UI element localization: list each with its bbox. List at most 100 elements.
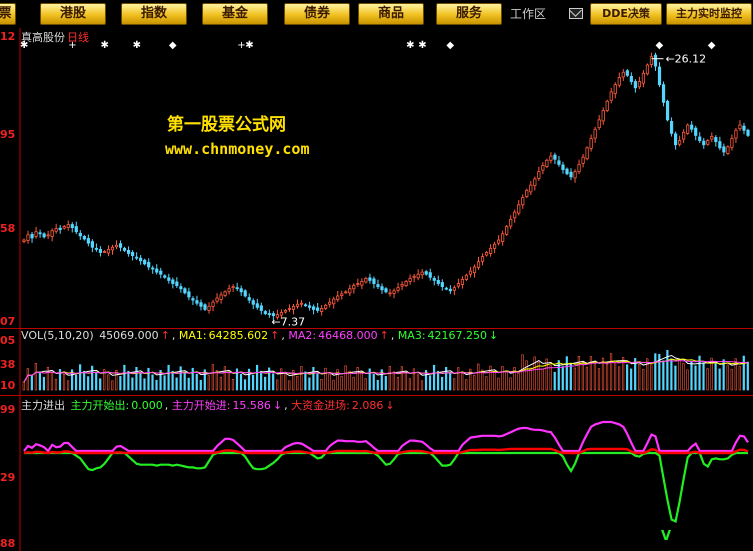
candle-body xyxy=(251,300,255,305)
candle-body xyxy=(589,138,593,149)
volume-bar xyxy=(734,358,737,391)
volume-bar xyxy=(280,368,283,391)
volume-bar xyxy=(272,373,275,391)
candle-body xyxy=(279,312,284,316)
volume-bar xyxy=(187,377,190,391)
watermark-url[interactable]: www.chnmoney.com xyxy=(165,140,310,158)
candle-body xyxy=(243,290,247,297)
candle-body xyxy=(408,277,412,282)
candle-body xyxy=(207,305,211,311)
candle-body xyxy=(159,270,163,275)
candle-body xyxy=(517,204,521,214)
candle-body xyxy=(219,294,223,300)
candle-body xyxy=(303,304,308,307)
candle-body xyxy=(392,290,396,294)
main-force-chart[interactable]: V xyxy=(0,395,753,551)
candle-body xyxy=(171,279,175,284)
candle-body xyxy=(320,307,324,312)
candle-body xyxy=(263,311,267,314)
volume-bar xyxy=(469,368,472,391)
candle-body xyxy=(621,71,625,78)
candle-body xyxy=(561,164,565,171)
candle-body xyxy=(143,259,147,265)
candle-body xyxy=(135,256,139,259)
toolbar-button-index[interactable]: 指数 xyxy=(121,3,187,25)
volume-bar xyxy=(384,375,387,391)
volume-chart[interactable] xyxy=(0,328,753,395)
candle-body xyxy=(710,136,714,140)
volume-bar xyxy=(517,372,520,391)
indicator-name: 主力进出 xyxy=(21,399,65,412)
volume-bar xyxy=(320,378,323,391)
candle-body xyxy=(585,147,589,160)
candle-body xyxy=(62,226,66,229)
volume-bar xyxy=(666,349,669,391)
candle-body xyxy=(70,224,74,229)
volume-bar xyxy=(127,370,130,391)
volume-pane: VOL(5,10,20) 45069.000 ↑, MA1: 64285.602 ↑,… xyxy=(0,328,753,395)
toolbar-button-hk-stocks[interactable]: 港股 xyxy=(40,3,106,25)
volume-bar xyxy=(79,364,82,391)
volume-bar xyxy=(650,364,653,391)
volume-bar xyxy=(513,366,516,391)
toolbar-button-commodities[interactable]: 商品 xyxy=(358,3,424,25)
candle-body xyxy=(291,305,296,310)
ma1-label: MA1: xyxy=(178,329,207,342)
volume-bar xyxy=(83,370,86,391)
volume-bar xyxy=(260,370,263,391)
signal-marker: + xyxy=(68,40,76,51)
volume-bar xyxy=(573,367,576,391)
volume-ma3-line xyxy=(23,360,749,383)
volume-bar xyxy=(432,364,436,391)
volume-bar xyxy=(505,371,508,391)
volume-bar xyxy=(674,365,677,391)
candlestick-chart[interactable]: ✱ + ✱ ✱ ◆ + ✱ ✱ ✱ ◆ ◆ ◆←26.12←7.37 xyxy=(0,28,753,329)
candle-body xyxy=(694,127,698,136)
volume-bar xyxy=(622,357,625,391)
volume-bar xyxy=(364,378,367,391)
volume-bar xyxy=(449,372,452,391)
volume-bar xyxy=(211,364,214,391)
volume-bar xyxy=(227,372,231,391)
candle-body xyxy=(505,226,509,235)
volume-header: VOL(5,10,20) 45069.000 ↑, MA1: 64285.602 ↑,… xyxy=(21,329,499,342)
candle-body xyxy=(199,302,203,307)
volume-bar xyxy=(135,366,138,391)
volume-bar xyxy=(159,369,162,391)
candle-body xyxy=(50,230,54,237)
candle-body xyxy=(714,137,718,143)
toolbar-button-services[interactable]: 服务 xyxy=(436,3,502,25)
candle-body xyxy=(336,295,340,300)
candle-body xyxy=(509,218,513,227)
volume-bar xyxy=(219,376,222,391)
candle-body xyxy=(424,271,428,275)
candle-body xyxy=(553,154,557,160)
indicator-v-marker: V xyxy=(661,529,671,544)
volume-bar xyxy=(589,356,593,391)
candle-body xyxy=(420,271,424,276)
indicator-magenta-line xyxy=(23,420,749,453)
volume-axis-label-1: 05 xyxy=(0,334,16,347)
candle-body xyxy=(223,291,227,296)
volume-bar xyxy=(151,374,154,391)
volume-bar xyxy=(549,365,552,391)
volume-bar xyxy=(66,380,70,391)
volume-bar xyxy=(42,376,46,391)
toolbar-edge-tab[interactable]: 票 xyxy=(0,3,16,25)
l2-arrow: ↓ xyxy=(272,399,283,412)
realtime-monitor-button[interactable]: 主力实时监控 xyxy=(666,3,752,25)
volume-bar xyxy=(70,369,74,391)
volume-bar xyxy=(706,368,709,391)
dde-decision-button[interactable]: DDE决策 xyxy=(590,3,662,25)
toolbar-button-bonds[interactable]: 债券 xyxy=(284,3,350,25)
volume-bar xyxy=(46,366,50,391)
workarea-label[interactable]: 工作区 xyxy=(510,7,547,21)
volume-bar xyxy=(638,364,641,391)
volume-bar xyxy=(199,379,202,391)
price-axis-label-3: 58 xyxy=(0,222,16,235)
volume-bar xyxy=(533,356,536,391)
volume-bar xyxy=(441,376,444,391)
toolbar-button-funds[interactable]: 基金 xyxy=(202,3,268,25)
mail-icon[interactable] xyxy=(569,8,583,19)
volume-bar xyxy=(103,369,106,391)
